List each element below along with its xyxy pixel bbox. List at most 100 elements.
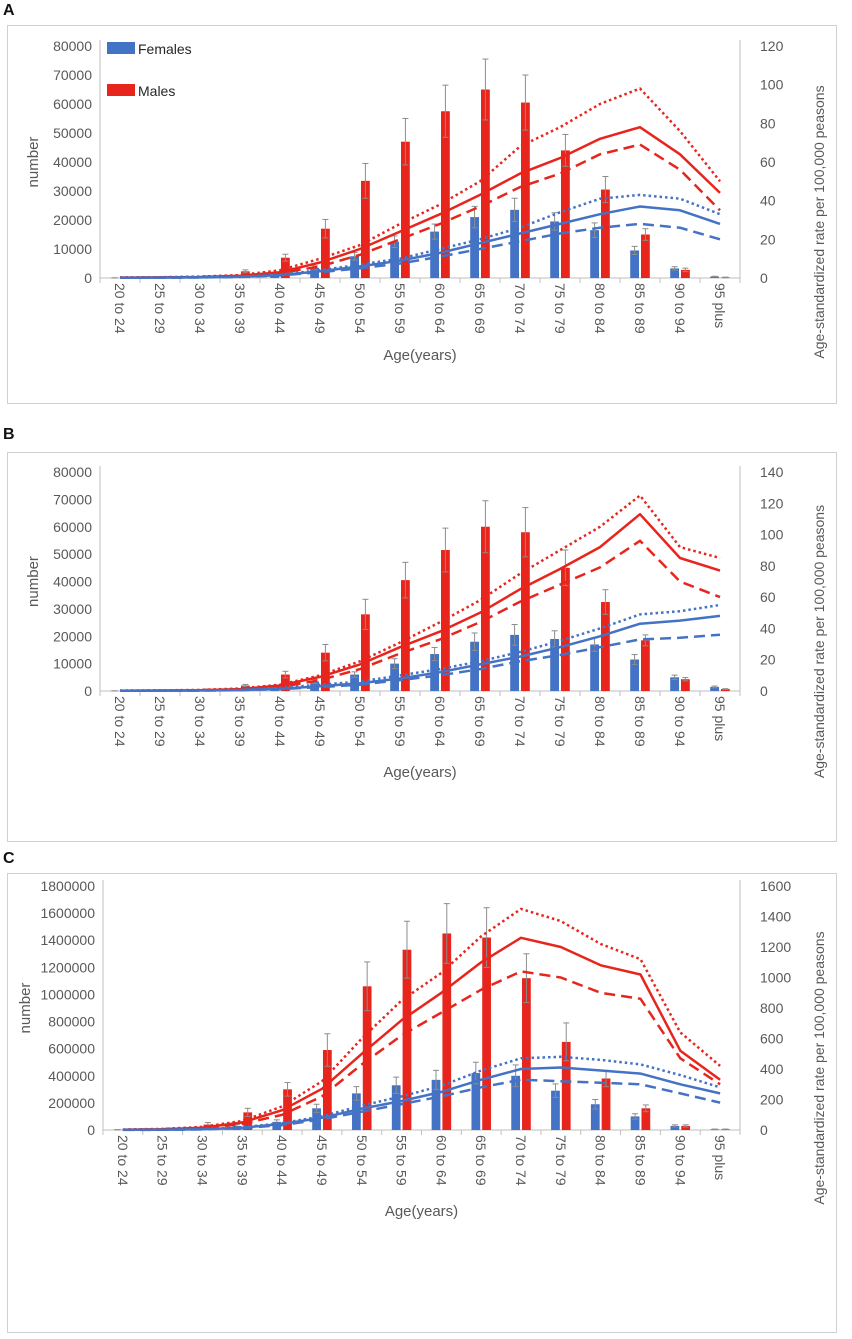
male-bar	[601, 189, 610, 278]
female-bar	[470, 217, 479, 278]
y2-tick-label: 400	[760, 1061, 784, 1077]
female-bar	[670, 268, 679, 278]
male-bar	[321, 228, 330, 278]
x-tick-label: 30 to 34	[195, 1135, 211, 1186]
males-upper-line	[119, 494, 721, 692]
males-lower-line	[119, 143, 721, 279]
y2-tick-label: 600	[760, 1031, 784, 1047]
y-tick-label: 20000	[53, 212, 92, 228]
y-axis-title: number	[17, 983, 34, 1034]
males-lower-line	[119, 539, 721, 693]
y-axis-title: number	[25, 137, 42, 188]
y-tick-label: 0	[87, 1122, 95, 1138]
y2-tick-label: 40	[760, 620, 776, 636]
panel-frame-c	[7, 873, 837, 1333]
x-tick-label: 80 to 84	[593, 1135, 609, 1186]
y2-tick-label: 20	[760, 652, 776, 668]
y2-tick-label: 60	[760, 589, 776, 605]
x-tick-label: 30 to 34	[192, 283, 208, 334]
x-tick-label: 55 to 59	[392, 696, 408, 747]
x-tick-label: 75 to 79	[553, 1135, 569, 1186]
x-tick-label: 40 to 44	[274, 1135, 290, 1186]
female-bar	[551, 1090, 560, 1130]
x-tick-label: 80 to 84	[592, 696, 608, 747]
female-bar	[590, 1104, 600, 1130]
male-bar	[521, 532, 530, 691]
female-bar	[670, 1125, 680, 1130]
x-tick-label: 85 to 89	[632, 696, 648, 747]
male-bar	[362, 986, 372, 1130]
female-bar	[431, 1079, 441, 1130]
male-bar	[322, 1050, 332, 1130]
male-bar	[561, 567, 570, 691]
female-bar	[510, 209, 519, 278]
y2-tick-label: 60	[760, 154, 776, 170]
y2-tick-label: 20	[760, 231, 776, 247]
y2-tick-label: 80	[760, 558, 776, 574]
y-tick-label: 60000	[53, 96, 92, 112]
y-tick-label: 10000	[53, 241, 92, 257]
y2-tick-label: 140	[760, 464, 784, 480]
y2-tick-label: 0	[760, 1122, 768, 1138]
y-tick-label: 50000	[53, 546, 92, 562]
females-upper-line	[119, 603, 721, 693]
x-tick-label: 85 to 89	[632, 1135, 648, 1186]
x-tick-label: 85 to 89	[632, 283, 648, 334]
y2-tick-label: 1600	[760, 878, 791, 894]
male-bar	[641, 234, 650, 278]
females-upper-line	[119, 193, 721, 279]
x-tick-label: 70 to 74	[512, 696, 528, 747]
y-tick-label: 600000	[48, 1041, 95, 1057]
x-tick-label: 35 to 39	[232, 696, 248, 747]
y-tick-label: 70000	[53, 67, 92, 83]
x-tick-label: 60 to 64	[433, 1135, 449, 1186]
y-tick-label: 10000	[53, 656, 92, 672]
male-bar	[601, 602, 610, 691]
x-tick-label: 45 to 49	[312, 283, 328, 334]
y2-tick-label: 100	[760, 527, 784, 543]
y-tick-label: 60000	[53, 519, 92, 535]
y-tick-label: 80000	[53, 38, 92, 54]
x-tick-label: 95 plus	[712, 1135, 728, 1180]
x-tick-label: 35 to 39	[232, 283, 248, 334]
y-tick-label: 80000	[53, 464, 92, 480]
males-legend-label: Males	[138, 83, 175, 99]
x-tick-label: 65 to 69	[472, 283, 488, 334]
females-legend-swatch	[107, 42, 135, 54]
y2-tick-label: 0	[760, 683, 768, 699]
y-tick-label: 1600000	[40, 905, 95, 921]
y2-tick-label: 120	[760, 495, 784, 511]
male-bar	[601, 1078, 611, 1130]
male-bar	[321, 652, 330, 691]
x-tick-label: 90 to 94	[672, 283, 688, 334]
females-upper-line	[122, 1055, 721, 1132]
x-tick-label: 30 to 34	[192, 696, 208, 747]
male-bar	[721, 689, 730, 691]
x-tick-label: 70 to 74	[512, 283, 528, 334]
males-rate-line	[122, 936, 721, 1131]
male-bar	[481, 89, 490, 278]
females-legend-label: Females	[138, 41, 192, 57]
y2-axis-title: Age-standardized rate per 100,000 peason…	[811, 85, 827, 358]
female-bar	[550, 221, 559, 278]
chart-a: 0 10000 20000 30000 40000 50000 60000 70000 8000…	[25, 38, 827, 364]
females-lower-line	[119, 222, 721, 280]
female-bar	[511, 1075, 521, 1130]
female-bar	[471, 1073, 481, 1130]
x-tick-label: 60 to 64	[432, 696, 448, 747]
females-rate-line	[119, 614, 721, 693]
x-tick-label: 45 to 49	[312, 696, 328, 747]
male-bar	[522, 978, 531, 1130]
panel-label-c: C	[3, 850, 15, 867]
male-bar	[681, 269, 690, 278]
x-tick-label: 95 plus	[712, 696, 728, 741]
female-bar	[710, 686, 719, 691]
female-bar	[352, 1093, 361, 1130]
female-bar	[590, 230, 599, 278]
y-tick-label: 40000	[53, 154, 92, 170]
x-tick-label: 20 to 24	[112, 696, 128, 747]
males-lower-line	[122, 970, 721, 1132]
x-tick-label: 50 to 54	[354, 1135, 370, 1186]
x-tick-label: 25 to 29	[155, 1135, 171, 1186]
y2-tick-label: 0	[760, 270, 768, 286]
